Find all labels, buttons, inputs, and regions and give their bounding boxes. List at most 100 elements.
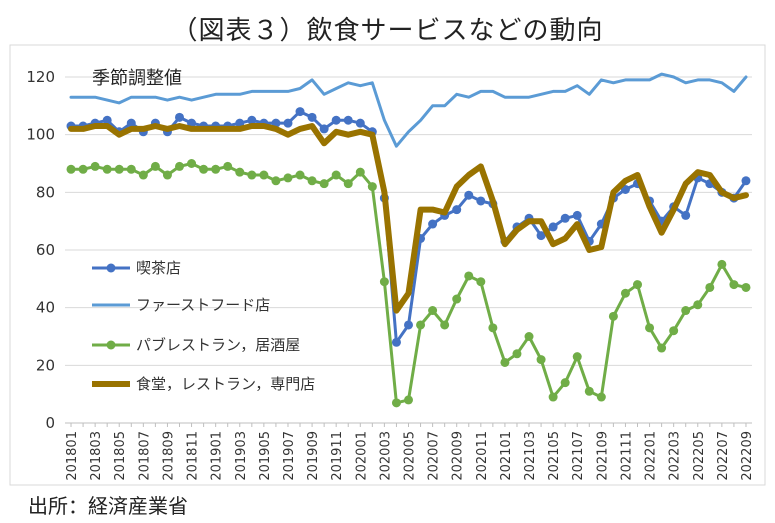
data-point [500, 357, 510, 367]
chart-title: （図表３）飲食サービスなどの動向 [171, 16, 604, 46]
data-point [681, 210, 691, 220]
data-point [331, 170, 341, 180]
x-tick-label: 202207 [716, 431, 731, 481]
data-point [440, 320, 450, 330]
data-point [319, 124, 329, 134]
series-line [68, 123, 749, 314]
data-point [729, 280, 739, 290]
data-point [560, 378, 570, 388]
data-point [307, 176, 317, 186]
data-point [343, 115, 353, 125]
data-point [428, 306, 438, 316]
data-point [524, 332, 534, 341]
x-tick-label: 202103 [523, 431, 538, 481]
data-point [741, 282, 751, 292]
x-tick-label: 201805 [113, 431, 128, 481]
legend-marker [106, 340, 116, 350]
data-point [620, 184, 630, 194]
x-tick-label: 202111 [619, 431, 634, 481]
series-line [69, 72, 748, 148]
x-tick-label: 202001 [354, 431, 369, 481]
data-point [355, 118, 365, 128]
legend-label: パブレストラン，居酒屋 [136, 336, 300, 354]
data-point [452, 294, 462, 304]
data-point [488, 323, 498, 333]
x-tick-label: 201807 [137, 431, 152, 481]
data-point [620, 288, 630, 298]
data-point [584, 386, 594, 396]
x-tick-label: 202109 [595, 431, 610, 481]
data-point [247, 115, 257, 125]
x-tick-label: 202009 [451, 431, 466, 481]
y-tick-label: 20 [36, 356, 55, 374]
x-tick-label: 201909 [306, 431, 321, 481]
data-point [476, 277, 486, 287]
data-point [548, 222, 558, 232]
y-tick-label: 100 [26, 126, 55, 144]
legend-label: ファーストフード店 [136, 296, 270, 314]
data-point [693, 300, 703, 310]
data-point [102, 164, 112, 174]
source-note: 出所：経済産業省 [28, 494, 188, 518]
x-tick-label: 202205 [692, 431, 707, 481]
x-tick-label: 201905 [258, 431, 273, 481]
data-point [536, 231, 546, 241]
data-point [283, 118, 293, 128]
data-point [78, 164, 88, 174]
data-point [645, 323, 655, 333]
data-point [741, 176, 751, 186]
data-point [211, 164, 221, 174]
data-point [404, 395, 413, 405]
data-point [114, 164, 124, 174]
data-point [404, 320, 413, 330]
data-point [657, 343, 667, 353]
data-point [295, 107, 305, 117]
chart-annotation: 季節調整値 [92, 68, 182, 89]
data-point [126, 118, 136, 128]
data-point [717, 259, 727, 269]
x-tick-label: 202203 [668, 431, 683, 481]
y-tick-label: 60 [36, 241, 55, 259]
data-point [596, 392, 606, 402]
data-point [126, 164, 136, 174]
x-tick-label: 201809 [161, 431, 176, 481]
data-point [199, 164, 209, 174]
data-point [452, 205, 462, 215]
data-point [669, 326, 679, 336]
data-point [175, 161, 184, 171]
series-lines [66, 72, 751, 408]
x-tick-label: 202003 [378, 431, 393, 481]
data-point [391, 337, 401, 347]
data-point [367, 182, 377, 192]
y-tick-label: 80 [36, 183, 55, 201]
x-tick-label: 202107 [571, 431, 586, 481]
x-tick-label: 202005 [403, 431, 418, 481]
data-point [66, 164, 76, 174]
data-point [464, 271, 474, 281]
data-point [138, 170, 148, 180]
x-tick-label: 202101 [499, 431, 514, 481]
x-tick-label: 202209 [740, 431, 755, 481]
legend-label: 食堂，レストラン，専門店 [136, 375, 315, 393]
x-tick-label: 202011 [475, 431, 490, 481]
x-tick-label: 201811 [186, 431, 201, 481]
legend-label: 喫茶店 [136, 259, 181, 277]
data-point [150, 161, 160, 171]
x-tick-label: 202007 [427, 431, 442, 481]
data-point [464, 190, 474, 200]
data-point [307, 112, 317, 122]
data-point [608, 311, 618, 321]
data-point [572, 210, 582, 220]
data-point [512, 349, 522, 359]
data-point [560, 213, 570, 223]
data-point [343, 179, 353, 189]
legend-marker [106, 263, 116, 273]
x-tick-label: 201907 [282, 431, 297, 481]
plot-border [9, 44, 766, 486]
y-tick-label: 0 [45, 414, 55, 432]
data-point [705, 282, 715, 292]
axes: 0 20 40 60 80 100 120 201801 201803 201805 201807 2… [26, 68, 755, 481]
y-tick-label: 120 [26, 68, 55, 86]
